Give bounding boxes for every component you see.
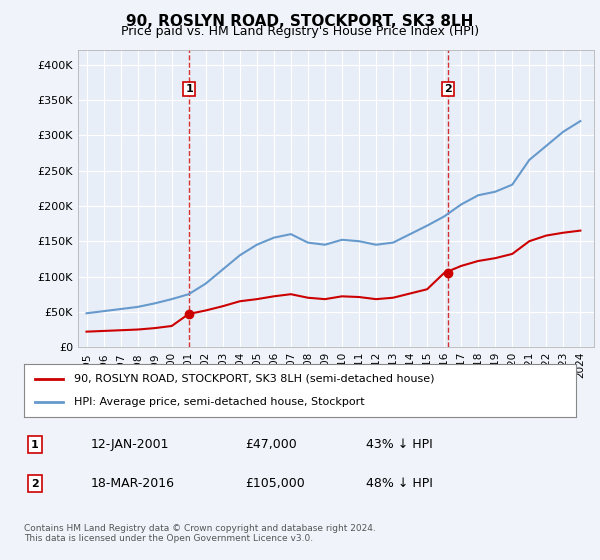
Text: 1: 1: [185, 84, 193, 94]
Text: 48% ↓ HPI: 48% ↓ HPI: [366, 477, 433, 490]
Text: 90, ROSLYN ROAD, STOCKPORT, SK3 8LH: 90, ROSLYN ROAD, STOCKPORT, SK3 8LH: [127, 14, 473, 29]
Text: £105,000: £105,000: [245, 477, 305, 490]
Text: £47,000: £47,000: [245, 438, 296, 451]
Text: 1: 1: [31, 440, 39, 450]
Text: HPI: Average price, semi-detached house, Stockport: HPI: Average price, semi-detached house,…: [74, 397, 364, 407]
Text: 12-JAN-2001: 12-JAN-2001: [90, 438, 169, 451]
Text: 43% ↓ HPI: 43% ↓ HPI: [366, 438, 433, 451]
Text: Price paid vs. HM Land Registry's House Price Index (HPI): Price paid vs. HM Land Registry's House …: [121, 25, 479, 38]
Text: 2: 2: [444, 84, 452, 94]
Text: Contains HM Land Registry data © Crown copyright and database right 2024.
This d: Contains HM Land Registry data © Crown c…: [24, 524, 376, 543]
Text: 2: 2: [31, 479, 39, 488]
Text: 18-MAR-2016: 18-MAR-2016: [90, 477, 174, 490]
Text: 90, ROSLYN ROAD, STOCKPORT, SK3 8LH (semi-detached house): 90, ROSLYN ROAD, STOCKPORT, SK3 8LH (sem…: [74, 374, 434, 384]
